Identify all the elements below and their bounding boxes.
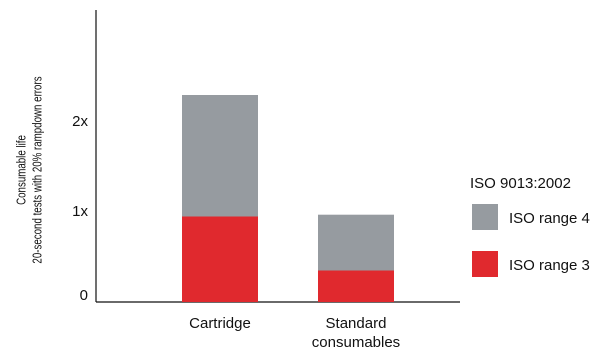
bar-1-series-1	[182, 216, 258, 302]
legend-label-1: ISO range 4	[509, 210, 590, 227]
bar-2-series-2	[318, 214, 394, 271]
category-label-1-line-1: Cartridge	[189, 315, 251, 332]
legend-title: ISO 9013:2002	[470, 175, 571, 192]
y-tick-label-0: 0	[80, 287, 88, 304]
bar-2-series-1	[318, 270, 394, 302]
category-label-2-line-1: Standard	[326, 315, 387, 332]
legend-swatch-1	[472, 204, 498, 230]
legend: ISO 9013:2002 ISO range 4 ISO range 3	[470, 175, 590, 277]
legend-label-2: ISO range 3	[509, 257, 590, 274]
category-label-2-line-2: consumables	[312, 334, 400, 351]
axes	[95, 10, 460, 303]
y-axis-label-line-0: Consumable life	[15, 135, 28, 205]
legend-swatch-2	[472, 251, 498, 277]
y-axis-label: Consumable life 20-second tests with 20% …	[15, 76, 44, 263]
y-tick-label-1: 1x	[72, 203, 88, 220]
category-labels: Cartridge Standard consumables	[189, 315, 400, 351]
y-tick-label-2: 2x	[72, 113, 88, 130]
bar-1-series-2	[182, 95, 258, 217]
y-axis-label-line-1: 20-second tests with 20% rampdown errors	[31, 76, 44, 263]
y-tick-labels: 0 1x 2x	[72, 113, 88, 304]
bars	[182, 95, 394, 302]
